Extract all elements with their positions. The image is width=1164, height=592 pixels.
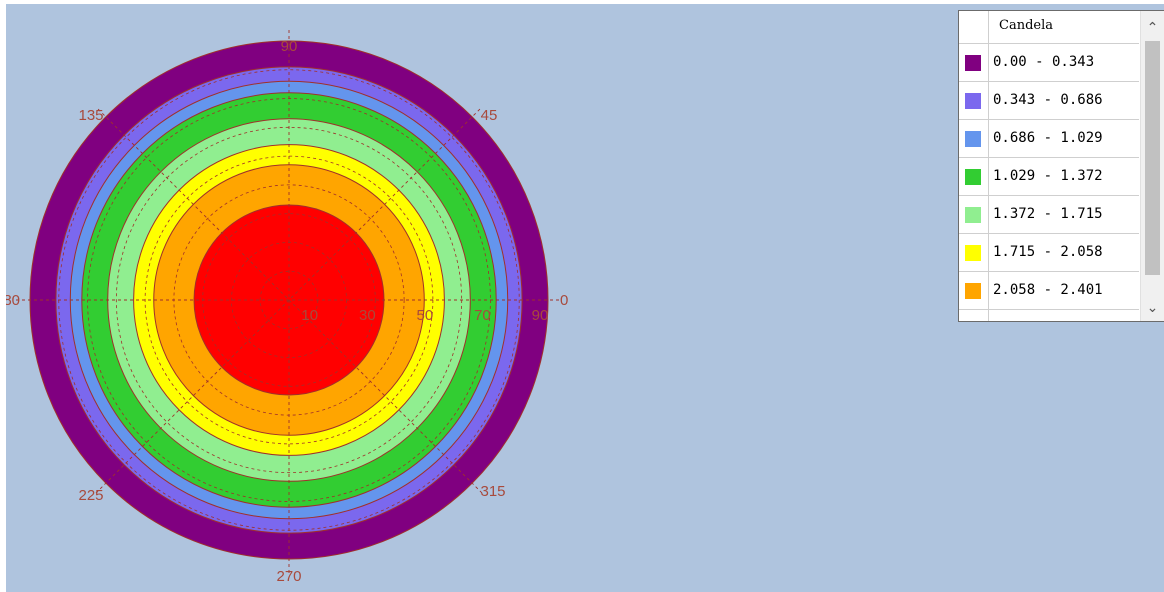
legend-column-divider: [988, 11, 989, 43]
legend-rows: 0.00 - 0.343 0.343 - 0.686 0.686 - 1.029…: [959, 44, 1139, 310]
legend-label: 0.686 - 1.029: [993, 130, 1103, 146]
radial-tick-label: 50: [417, 307, 434, 324]
legend-row: 1.372 - 1.715: [959, 196, 1139, 234]
legend-swatch: [965, 207, 981, 223]
angle-tick-label: 270: [276, 568, 301, 585]
angle-tick-label: 135: [78, 107, 103, 124]
legend-row: 1.715 - 2.058: [959, 234, 1139, 272]
legend-panel: Candela 0.00 - 0.343 0.343 - 0.686 0.686…: [958, 10, 1164, 322]
legend-label: 0.343 - 0.686: [993, 92, 1103, 108]
legend-swatch: [965, 283, 981, 299]
angle-tick-label: 80: [6, 292, 20, 309]
legend-row: 0.686 - 1.029: [959, 120, 1139, 158]
legend-swatch: [965, 169, 981, 185]
legend-swatch: [965, 245, 981, 261]
legend-label: 1.029 - 1.372: [993, 168, 1103, 184]
legend-row: 1.029 - 1.372: [959, 158, 1139, 196]
legend-label: 2.058 - 2.401: [993, 282, 1103, 298]
radial-tick-label: 10: [301, 307, 318, 324]
legend-scrollbar[interactable]: ⌃ ⌄: [1140, 11, 1164, 321]
scroll-up-icon[interactable]: ⌃: [1146, 20, 1159, 36]
radial-tick-label: 70: [474, 307, 491, 324]
angle-tick-label: 315: [480, 483, 505, 500]
legend-title: Candela: [999, 18, 1053, 33]
legend-row: 2.058 - 2.401: [959, 272, 1139, 310]
legend-swatch: [965, 93, 981, 109]
radial-tick-label: 90: [532, 307, 549, 324]
scroll-down-icon[interactable]: ⌄: [1146, 300, 1159, 316]
legend-row: 0.00 - 0.343: [959, 44, 1139, 82]
radial-tick-label: 30: [359, 307, 376, 324]
angle-tick-label: 0: [560, 292, 568, 309]
legend-row: 0.343 - 0.686: [959, 82, 1139, 120]
legend-label: 1.372 - 1.715: [993, 206, 1103, 222]
legend-swatch: [965, 55, 981, 71]
legend-header: Candela: [959, 11, 1139, 44]
angle-tick-label: 90: [281, 38, 298, 55]
legend-swatch: [965, 131, 981, 147]
angle-tick-label: 45: [481, 107, 498, 124]
scroll-thumb[interactable]: [1145, 41, 1160, 275]
polar-chart: 0 45 90 135 80 225 270 315 10 30 50 70 90: [6, 27, 568, 585]
legend-column-divider: [988, 44, 989, 321]
legend-label: 1.715 - 2.058: [993, 244, 1103, 260]
legend-label: 0.00 - 0.343: [993, 54, 1095, 70]
angle-tick-label: 225: [78, 487, 103, 504]
grid-spoke: [95, 106, 483, 494]
